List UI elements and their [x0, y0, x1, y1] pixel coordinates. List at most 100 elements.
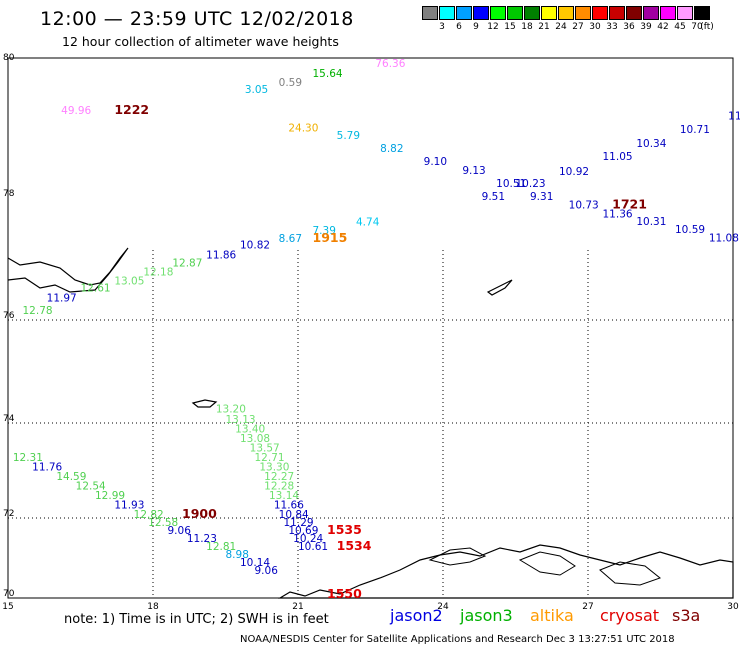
wave-height-label: 10.73	[569, 199, 599, 211]
legend-swatch	[456, 6, 472, 20]
coastline-island	[518, 551, 576, 576]
wave-height-label: 3.05	[245, 84, 268, 96]
satellite-jason3: jason3	[460, 606, 513, 625]
wave-height-label: 10.23	[516, 178, 546, 190]
coastline-kong-karls-land	[486, 279, 513, 296]
legend-label: 39	[640, 22, 652, 32]
wave-height-label: 11.08	[709, 232, 739, 244]
satellite-s3a: s3a	[672, 606, 701, 625]
legend-swatch	[609, 6, 625, 20]
legend-label: 70	[691, 22, 703, 32]
wave-height-label: 12.81	[206, 541, 236, 553]
wave-height-label: 13.08	[240, 433, 270, 445]
lat-tick-label: 74	[3, 414, 15, 424]
wave-height-label: 8.82	[380, 143, 403, 155]
legend-label: 24	[555, 22, 567, 32]
legend-swatch	[677, 6, 693, 20]
legend-label: 36	[623, 22, 635, 32]
wave-height-label: 11.29	[284, 517, 314, 529]
wave-height-label: 5.79	[337, 130, 360, 142]
wave-height-label: 11.86	[206, 249, 236, 261]
time-label: 1222	[114, 102, 149, 117]
legend-swatch	[473, 6, 489, 20]
wave-height-label: 12.58	[148, 517, 178, 529]
legend-swatch	[422, 6, 438, 20]
wave-height-label: 13.13	[226, 414, 256, 426]
legend-swatch	[541, 6, 557, 20]
time-label: 1535	[327, 522, 362, 537]
legend-swatch	[575, 6, 591, 20]
wave-height-label: 10.51	[496, 178, 526, 190]
wave-height-label: 10.59	[675, 224, 705, 236]
wave-height-label: 11	[728, 111, 740, 123]
wave-height-label: 12.28	[264, 481, 294, 493]
wave-height-label: 9.31	[530, 191, 553, 203]
wave-height-label: 10.61	[298, 541, 328, 553]
legend-label: 9	[473, 22, 479, 32]
wave-height-label: 11.97	[47, 293, 77, 305]
legend-label: 33	[606, 22, 618, 32]
legend-swatch	[643, 6, 659, 20]
satellite-cryosat: cryosat	[600, 606, 660, 625]
wave-height-label: 76.36	[375, 58, 405, 70]
page-title: 12:00 — 23:59 UTC 12/02/2018	[40, 8, 354, 30]
wave-height-label: 12.71	[255, 452, 285, 464]
lat-tick-label: 70	[3, 589, 15, 599]
coastline-bjornoya	[191, 399, 218, 408]
time-label: 1721	[612, 196, 647, 211]
legend-swatch	[507, 6, 523, 20]
wave-height-label: 12.54	[76, 481, 106, 493]
legend-swatch	[558, 6, 574, 20]
coastline-norway	[277, 544, 734, 599]
wave-height-label: 12.27	[264, 471, 294, 483]
legend-swatch	[592, 6, 608, 20]
wave-height-label: 13.05	[114, 276, 144, 288]
legend-swatch	[524, 6, 540, 20]
wave-height-label: 12.99	[95, 490, 125, 502]
wave-height-label: 12.87	[172, 257, 202, 269]
legend-swatch	[439, 6, 455, 20]
wave-height-label: 12.18	[143, 266, 173, 278]
wave-height-label: 10.69	[288, 525, 318, 537]
wave-height-label: 9.51	[482, 191, 505, 203]
legend-swatch	[694, 6, 710, 20]
wave-height-label: 10.14	[240, 557, 270, 569]
wave-height-label: 11.23	[187, 533, 217, 545]
page-subtitle: 12 hour collection of altimeter wave hei…	[62, 34, 339, 49]
wave-height-label: 14.59	[56, 471, 86, 483]
wave-height-label: 10.31	[636, 216, 666, 228]
satellite-altika: altika	[530, 606, 574, 625]
wave-height-label: 11.36	[603, 209, 633, 221]
wave-height-label: 10.71	[680, 124, 710, 136]
lon-tick-label: 27	[582, 602, 593, 612]
wave-height-label: 13.14	[269, 490, 299, 502]
wave-height-label: 10.84	[279, 509, 309, 521]
legend-swatch	[660, 6, 676, 20]
wave-height-label: 9.06	[168, 525, 192, 537]
time-label: 1550	[327, 586, 362, 601]
wave-height-label: 12.82	[134, 509, 164, 521]
lat-tick-label: 80	[3, 53, 15, 63]
wave-height-label: 9.13	[462, 165, 485, 177]
wave-height-label: 7.39	[313, 225, 336, 237]
footer-note: note: 1) Time is in UTC; 2) SWH is in fe…	[64, 612, 329, 627]
wave-height-label: 13.40	[235, 424, 265, 436]
lon-tick-label: 18	[147, 602, 159, 612]
coastline-island	[599, 561, 662, 586]
wave-height-label: 11.66	[274, 500, 304, 512]
lat-tick-label: 72	[3, 509, 14, 519]
time-label: 1915	[313, 230, 348, 245]
wave-height-label: 10.24	[293, 533, 323, 545]
wave-height-label: 9.10	[424, 156, 447, 168]
legend-label: 21	[538, 22, 550, 32]
lon-tick-label: 21	[292, 602, 303, 612]
wave-height-label: 24.30	[288, 123, 318, 135]
wave-height-label: 8.67	[279, 233, 302, 245]
legend-label: 42	[657, 22, 669, 32]
wave-height-label: 10.92	[559, 166, 589, 178]
wave-height-label: 15.64	[313, 68, 343, 80]
wave-height-label: 10.82	[240, 240, 270, 252]
wave-height-label: 12.31	[13, 452, 43, 464]
wave-height-label: 11.05	[603, 151, 633, 163]
